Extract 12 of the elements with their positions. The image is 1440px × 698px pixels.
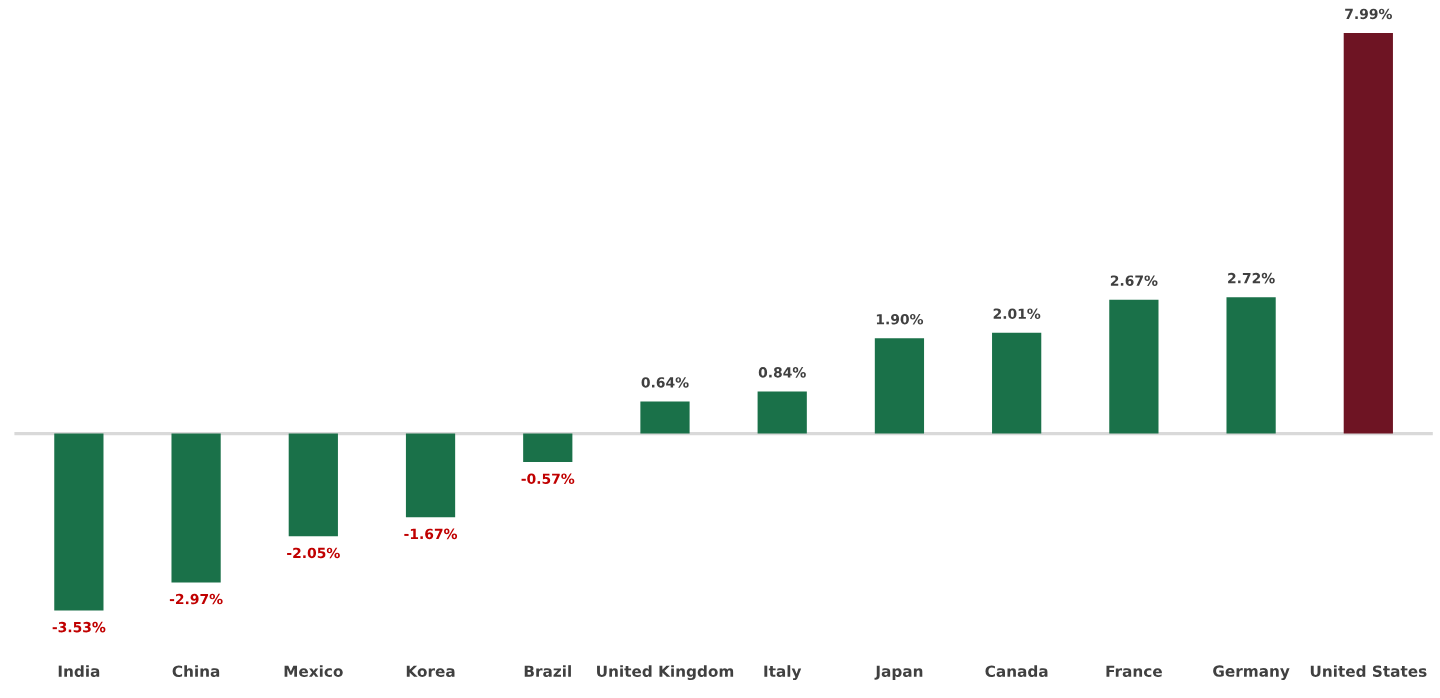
bar: [992, 332, 1042, 434]
bar: [523, 433, 573, 463]
bar: [405, 433, 456, 518]
bar: [1226, 297, 1276, 434]
bar: [1343, 32, 1393, 434]
bar: [171, 433, 221, 583]
bar: [874, 338, 925, 434]
bar: [640, 401, 690, 434]
bar: [54, 433, 104, 611]
bar: [757, 391, 807, 434]
bar: [1109, 299, 1159, 434]
bar: [288, 433, 338, 537]
